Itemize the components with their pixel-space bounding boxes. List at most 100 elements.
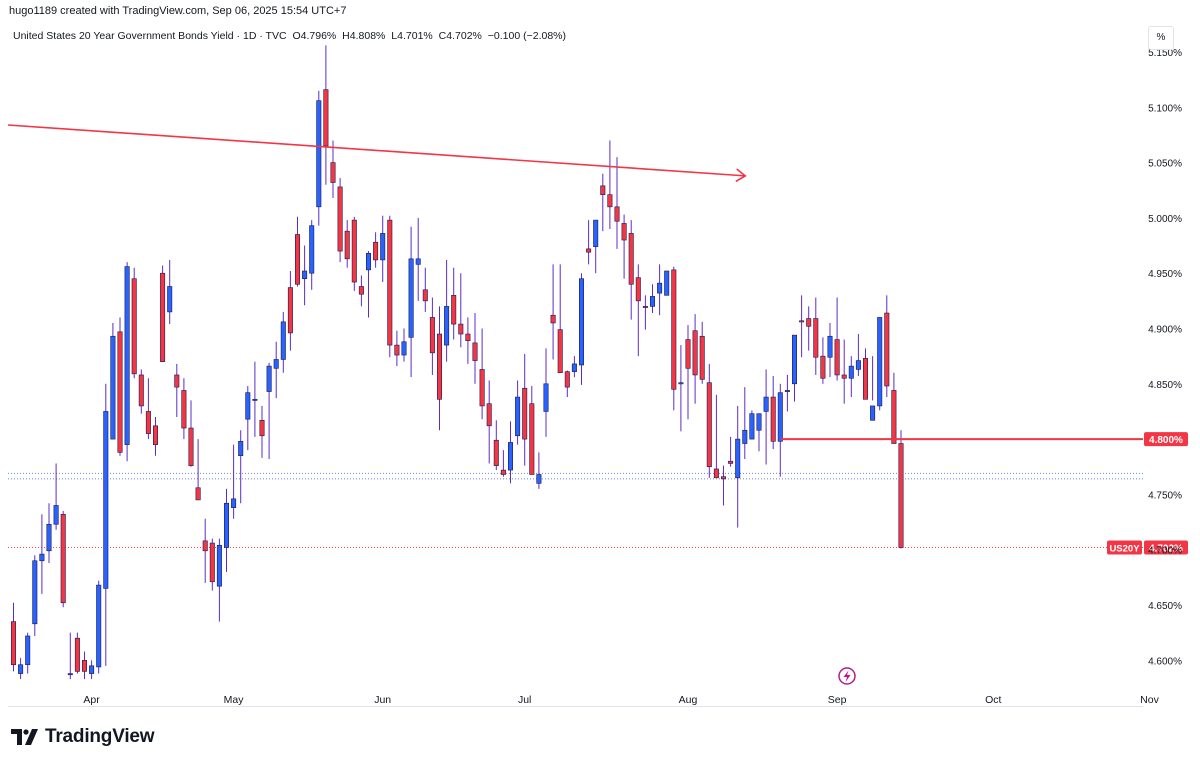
candle [216,538,222,622]
candle-body [749,413,755,440]
candle [124,262,130,462]
candle-body [550,314,556,324]
candle-body [358,286,364,295]
candle-body [188,427,194,466]
candle [486,380,492,464]
candle-body [436,333,442,400]
candle-body [607,194,613,208]
candle-body [53,505,59,525]
candle [465,317,471,364]
candle-body [167,286,173,313]
candle-body [216,544,222,587]
candle-body [96,584,102,668]
x-axis-month-label: Jul [518,694,531,706]
candle-body [252,398,258,401]
candle [600,173,606,232]
candle-body [720,476,726,480]
candle [53,463,59,530]
candle [323,45,329,185]
candle-body [621,223,627,241]
candle-body [884,312,890,387]
candle [67,632,73,680]
candle [884,295,890,398]
candle-body [380,233,386,261]
candle-body [543,383,549,412]
candle [387,215,393,358]
candle-body [692,330,698,376]
candle [799,295,805,358]
x-axis-month-label: Sep [828,694,847,706]
candle-body [507,442,513,471]
candle-body [46,523,52,552]
candle [18,658,24,680]
candle-body [323,89,329,147]
candle [330,140,336,198]
candle-body [635,277,641,302]
legend-high: H4.808% [342,30,386,42]
candle [422,267,428,312]
candle-body [593,219,599,247]
y-axis-tick-label: 5.100% [1148,103,1182,114]
candle [848,356,854,398]
candle-body [728,460,734,464]
candle-body [280,321,286,360]
candle [685,325,691,420]
candle-body [39,553,45,562]
candle-body [18,664,24,674]
candle [458,273,464,348]
candle-body [664,270,670,296]
trendline-arrowhead [735,168,747,183]
candle [784,374,790,412]
candle [841,339,847,404]
candle [316,90,322,226]
y-axis-tick-label: 4.950% [1148,269,1182,280]
candle [394,330,400,367]
candle-body [294,234,300,285]
percent-scale-button[interactable]: % [1148,26,1174,50]
candle [39,514,45,594]
x-axis-month-label: May [224,694,245,706]
candle [678,345,684,432]
candle [167,259,173,325]
candle-body [67,673,73,676]
event-bolt-icon[interactable] [838,667,856,685]
candle-body [557,329,563,374]
legend-change: −0.100 (−2.08%) [487,30,567,42]
candle [110,322,116,440]
candle [791,334,797,402]
candle-body [777,392,783,442]
price-label-bg [1144,432,1188,447]
candle [89,660,95,680]
candle-body [422,289,428,302]
candle-body [685,339,691,369]
candle-body [60,514,66,604]
y-axis-tick-label: 4.850% [1148,380,1182,391]
candle [337,178,343,263]
candle [806,306,812,351]
candle-body [273,359,279,369]
candle [827,322,833,378]
x-axis-month-label: Oct [985,694,1001,706]
candle-body [877,317,883,407]
candle [11,602,17,672]
legend-low: L4.701% [391,30,433,42]
candle-body [564,371,570,388]
candle-body [387,219,393,346]
candle-body [600,185,606,195]
candle [131,267,137,379]
candle-body [11,621,17,666]
y-axis-tick-label: 4.600% [1148,656,1182,667]
candle [472,313,478,384]
candle-body [699,335,705,380]
candle-body [614,206,620,222]
candle [380,215,386,283]
candle [117,317,123,456]
candle [557,264,563,374]
candle-body [898,443,904,548]
candle [756,413,762,452]
candle-body [138,374,144,407]
candle [160,265,166,362]
candle-body [330,162,336,183]
candle [522,353,528,466]
